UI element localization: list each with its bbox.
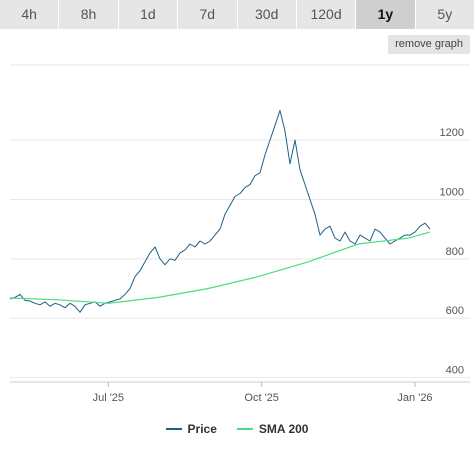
range-tabs: 4h 8h 1d 7d 30d 120d 1y 5y <box>0 0 474 30</box>
tab-30d[interactable]: 30d <box>237 0 297 29</box>
y-tick-label: 800 <box>446 246 464 258</box>
legend-label-sma: SMA 200 <box>258 422 309 436</box>
y-tick-label: 400 <box>446 365 464 377</box>
y-tick-label: 1200 <box>440 127 464 139</box>
remove-graph-button[interactable]: remove graph <box>388 35 470 54</box>
tab-1d[interactable]: 1d <box>118 0 179 29</box>
legend-item-price[interactable]: Price <box>165 422 217 436</box>
chart-legend: Price SMA 200 <box>0 420 474 438</box>
price-line <box>9 109 431 313</box>
tab-4h[interactable]: 4h <box>0 0 60 29</box>
x-tick-label: Oct '25 <box>244 392 279 404</box>
chart-grid <box>10 64 470 383</box>
sma-200-line <box>9 231 431 304</box>
tab-8h[interactable]: 8h <box>59 0 119 29</box>
tab-120d[interactable]: 120d <box>296 0 357 29</box>
legend-item-sma[interactable]: SMA 200 <box>236 422 309 436</box>
tab-7d[interactable]: 7d <box>178 0 238 29</box>
x-tick-label: Jul '25 <box>93 392 124 404</box>
y-tick-label: 1000 <box>440 186 464 198</box>
tab-1y[interactable]: 1y <box>356 0 416 29</box>
tab-5y[interactable]: 5y <box>415 0 474 29</box>
legend-label-price: Price <box>187 422 217 436</box>
x-tick-label: Jan '26 <box>397 392 432 404</box>
chart-series <box>9 109 431 313</box>
legend-swatch-price <box>165 428 182 430</box>
legend-swatch-sma <box>236 428 253 430</box>
y-tick-label: 600 <box>446 305 464 317</box>
y-axis: 400 600 800 1000 1200 <box>440 127 464 376</box>
x-axis: Jul '25 Oct '25 Jan '26 <box>93 382 433 404</box>
